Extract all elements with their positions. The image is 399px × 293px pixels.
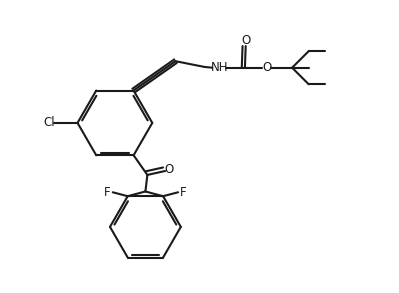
Text: O: O — [262, 61, 271, 74]
Text: NH: NH — [211, 61, 228, 74]
Text: F: F — [104, 186, 111, 199]
Text: O: O — [164, 163, 174, 176]
Text: O: O — [241, 34, 250, 47]
Text: Cl: Cl — [43, 116, 55, 130]
Text: F: F — [180, 186, 186, 199]
